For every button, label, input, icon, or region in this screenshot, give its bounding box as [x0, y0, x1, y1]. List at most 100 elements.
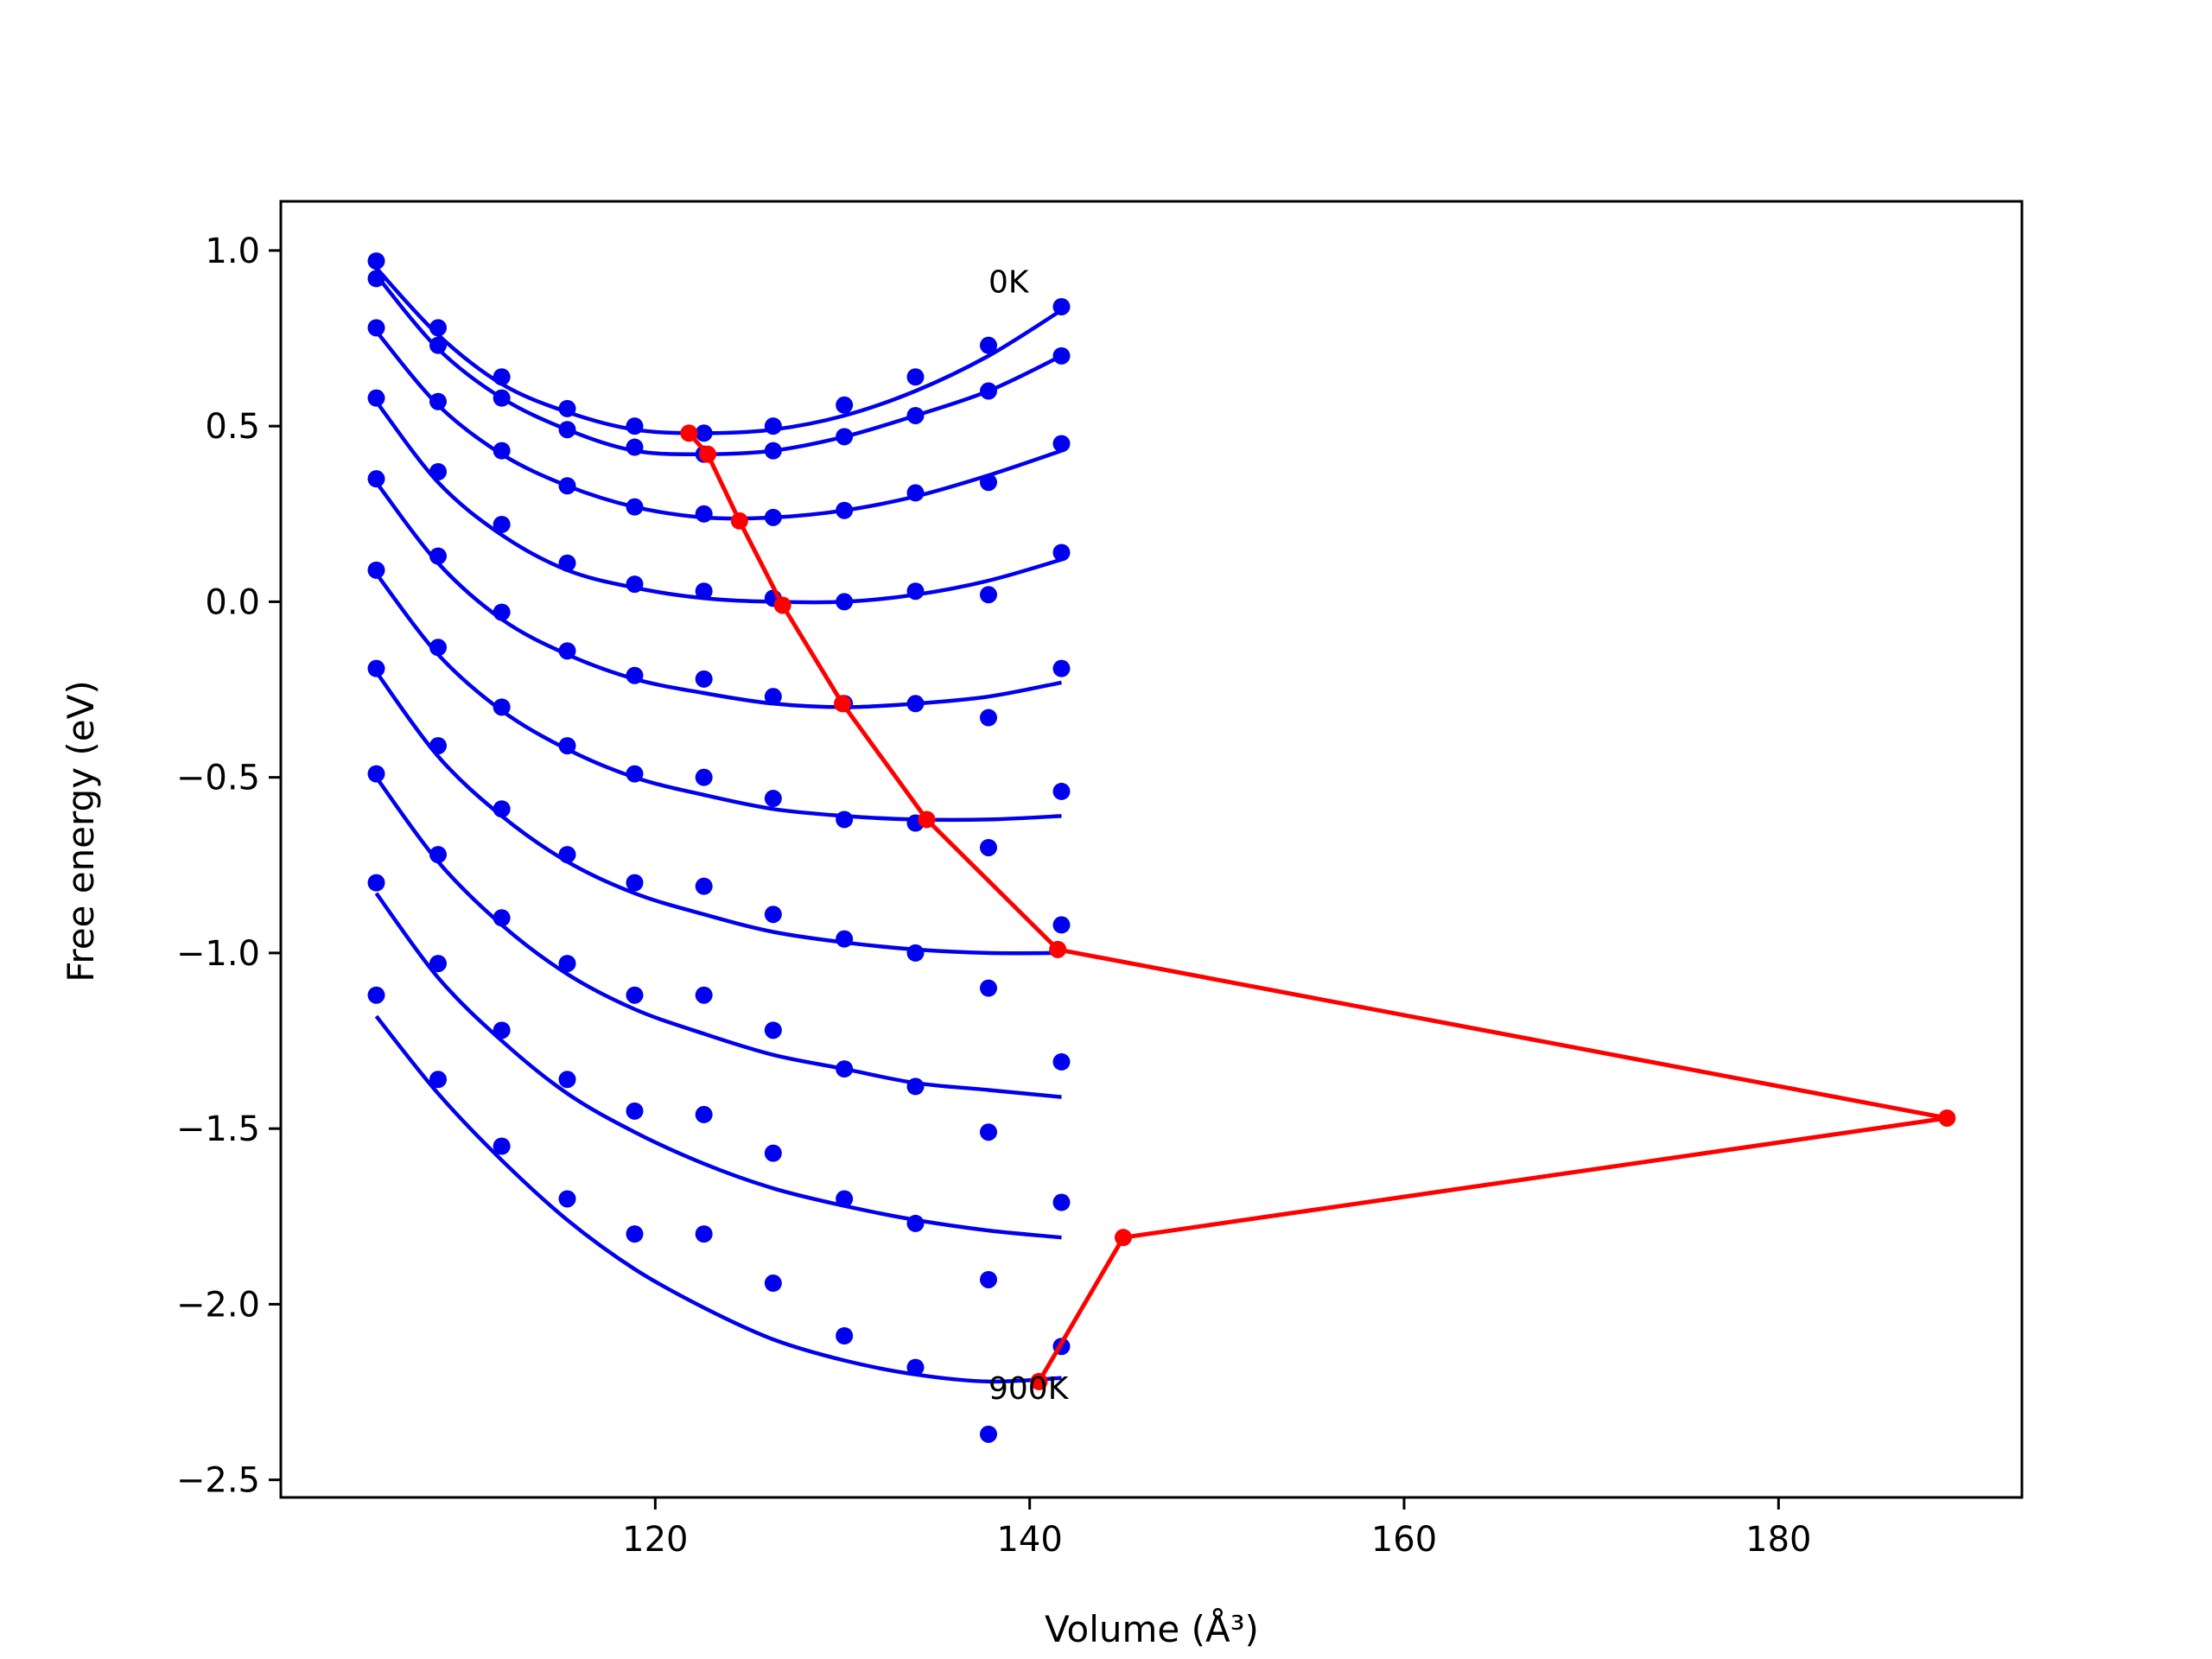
data-point-3-5: [695, 582, 713, 601]
data-point-0-2: [493, 368, 511, 386]
data-point-1-7: [836, 428, 854, 446]
data-point-8-9: [980, 1270, 997, 1288]
data-point-3-8: [906, 582, 925, 601]
data-point-3-3: [558, 554, 576, 572]
data-point-9-5: [695, 1225, 713, 1243]
data-point-7-5: [695, 986, 713, 1004]
data-point-3-10: [1052, 543, 1071, 562]
data-point-8-1: [429, 955, 447, 973]
data-point-7-3: [558, 955, 576, 973]
data-point-6-6: [764, 906, 782, 924]
data-point-5-9: [980, 838, 997, 856]
data-point-1-8: [906, 406, 925, 424]
data-point-2-8: [906, 484, 925, 502]
data-point-5-4: [626, 765, 644, 783]
x-tick-label-0: 120: [622, 1520, 688, 1560]
data-point-2-1: [429, 392, 447, 410]
data-point-6-5: [695, 877, 713, 895]
fit-curve-9: [374, 1014, 1062, 1384]
data-point-5-1: [429, 639, 447, 657]
minima-path: [687, 431, 1949, 1383]
data-point-7-6: [764, 1021, 782, 1039]
data-point-0-5: [695, 424, 713, 442]
data-point-4-9: [980, 709, 997, 727]
data-point-9-6: [764, 1274, 782, 1293]
fit-curve-7: [374, 776, 1062, 1099]
data-point-0-3: [558, 399, 576, 417]
data-point-1-6: [764, 442, 782, 460]
data-point-3-1: [429, 463, 447, 481]
x-axis-label: Volume (Å³): [1045, 1607, 1259, 1650]
data-point-9-3: [558, 1190, 576, 1208]
data-point-2-5: [695, 505, 713, 523]
data-point-5-2: [493, 698, 511, 716]
data-point-4-8: [906, 695, 925, 713]
data-point-8-3: [558, 1071, 576, 1089]
data-point-3-0: [367, 389, 385, 407]
data-point-2-3: [558, 477, 576, 495]
plot-area: 0K 900K: [367, 252, 1956, 1443]
data-point-1-4: [626, 438, 644, 456]
data-point-0-9: [980, 336, 997, 354]
data-point-1-1: [429, 336, 447, 354]
data-point-2-7: [836, 501, 854, 519]
data-point-1-9: [980, 382, 997, 400]
data-point-2-4: [626, 498, 644, 516]
data-point-4-4: [626, 666, 644, 684]
data-point-8-8: [906, 1214, 925, 1232]
y-tick-label-6: −2.0: [176, 1285, 260, 1325]
plot-frame: [279, 200, 2024, 1499]
data-point-8-10: [1052, 1193, 1071, 1211]
y-tick-label-0: 1.0: [205, 232, 260, 271]
minimum-point-0: [680, 424, 698, 442]
data-point-6-4: [626, 874, 644, 892]
data-point-3-9: [980, 586, 997, 604]
data-point-6-10: [1052, 916, 1071, 934]
data-point-3-4: [626, 575, 644, 594]
data-point-8-2: [493, 1021, 511, 1039]
fit-curve-5: [374, 572, 1062, 823]
data-point-1-10: [1052, 346, 1071, 365]
data-point-5-0: [367, 561, 385, 579]
data-point-5-6: [764, 790, 782, 808]
data-point-6-7: [836, 930, 854, 948]
data-point-7-7: [836, 1060, 854, 1078]
data-point-2-2: [493, 442, 511, 460]
data-point-1-0: [367, 270, 385, 288]
data-point-9-1: [429, 1071, 447, 1089]
data-point-6-2: [493, 800, 511, 818]
data-point-7-8: [906, 1077, 925, 1096]
fit-curve-8: [374, 892, 1062, 1240]
data-point-8-7: [836, 1190, 854, 1208]
data-point-5-7: [836, 810, 854, 829]
data-point-4-1: [429, 547, 447, 565]
axes: 120 140 160 180 1.0 0.5 0.0 −0.5 −1.0 −1.5 −2.0 −2.…: [176, 200, 2024, 1560]
data-point-0-7: [836, 396, 854, 414]
data-point-2-0: [367, 319, 385, 337]
data-point-4-6: [764, 688, 782, 706]
data-point-7-1: [429, 846, 447, 864]
data-point-0-4: [626, 417, 644, 435]
data-point-0-1: [429, 319, 447, 337]
y-tick-label-3: −0.5: [176, 759, 260, 798]
x-tick-label-2: 160: [1371, 1520, 1437, 1560]
data-point-3-7: [836, 593, 854, 611]
data-point-7-2: [493, 909, 511, 927]
annotation-1: 900K: [988, 1371, 1070, 1407]
minimum-point-5: [918, 810, 936, 829]
data-point-9-4: [626, 1225, 644, 1243]
data-point-2-6: [764, 508, 782, 526]
fit-curve-6: [374, 671, 1062, 956]
data-point-4-5: [695, 670, 713, 688]
data-point-9-0: [367, 986, 385, 1004]
annotation-0: 0K: [988, 265, 1030, 301]
data-point-8-4: [626, 1102, 644, 1120]
y-axis-label: Free energy (eV): [60, 680, 102, 982]
y-tick-label-2: 0.0: [205, 582, 260, 622]
minimum-point-2: [730, 512, 748, 530]
minimum-point-4: [834, 695, 851, 713]
data-point-4-2: [493, 603, 511, 621]
data-point-5-3: [558, 737, 576, 755]
data-point-8-0: [367, 874, 385, 892]
